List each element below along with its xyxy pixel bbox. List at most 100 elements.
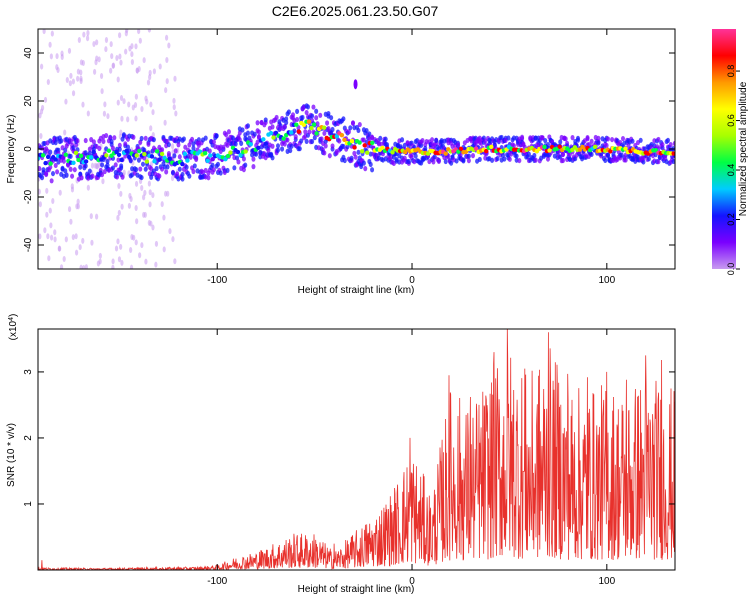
spectrogram-cell: [142, 151, 147, 157]
spectrogram-cell: [301, 122, 307, 127]
spectrogram-cell: [86, 110, 90, 117]
spectrogram-cell: [285, 137, 290, 143]
spectrogram-cell: [357, 121, 362, 128]
spectrogram-cell: [623, 146, 628, 151]
spectrogram-cell: [323, 143, 328, 149]
spectrogram-cell: [154, 261, 158, 268]
spectrogram-cell: [173, 75, 177, 82]
spectrogram-cell: [489, 144, 494, 150]
spectrogram-cell: [49, 53, 53, 60]
spectrogram-cell: [49, 222, 53, 229]
spectrogram-cell: [243, 162, 248, 168]
spectrogram-cell: [90, 239, 94, 246]
spectrogram-cell: [49, 234, 54, 241]
spectrogram-cell: [135, 218, 139, 225]
spectrogram-cell: [306, 119, 312, 124]
spectrogram-cell: [506, 135, 511, 141]
spectrogram-cell: [53, 236, 57, 243]
spectrogram-cell: [109, 67, 113, 74]
spectrogram-cell: [45, 187, 49, 194]
spectrogram-cell: [296, 129, 302, 134]
spectrogram-cell: [545, 156, 550, 162]
spectrogram-cell: [75, 138, 80, 144]
spectrogram-cell: [256, 145, 261, 151]
spectrogram-cell: [295, 116, 300, 123]
spectrogram-cell: [119, 243, 123, 250]
spectrogram-cell: [100, 162, 105, 168]
spectrogram-cell: [327, 153, 332, 159]
spectrogram-cell: [137, 29, 141, 35]
spectrogram-cell: [353, 79, 358, 90]
spectrogram-cell: [116, 152, 122, 157]
colorbar-tick-label: 0.0: [726, 263, 736, 276]
spectrogram-cell: [143, 166, 148, 172]
spectrogram-cell: [288, 147, 293, 154]
spectrogram-cell: [206, 175, 211, 181]
spectrogram-cell: [311, 104, 316, 110]
spectrogram-cell: [109, 41, 113, 48]
spectrogram-cell: [185, 158, 190, 163]
spectrogram-cell: [665, 137, 670, 143]
spectrogram-xlabel: Height of straight line (km): [298, 285, 415, 296]
spectrogram-cell: [40, 104, 45, 111]
spectrogram-cell: [100, 88, 104, 95]
spectrogram-cell: [134, 115, 138, 122]
spectrogram-cell: [136, 157, 141, 163]
spectrogram-cell: [167, 42, 171, 49]
spectrogram-cell: [168, 228, 172, 235]
spectrogram-cell: [116, 214, 120, 221]
spectrogram-cell: [623, 157, 628, 163]
spectrogram-cell: [47, 255, 51, 262]
spectrogram-cell: [430, 137, 435, 143]
spectrogram-cell: [619, 152, 624, 158]
spectrogram-cell: [110, 53, 114, 60]
spectrogram-panel: -100 0 100 -40 -20 0 20 40 Height of straight l…: [6, 28, 676, 296]
spectrogram-cell: [325, 120, 330, 126]
spectrogram-cell: [194, 156, 199, 162]
spectrogram-cell: [130, 233, 134, 240]
spectrogram-cell: [282, 141, 287, 147]
spectrogram-cell: [77, 36, 81, 43]
spectrogram-cell: [91, 149, 96, 155]
spectrogram-cell: [251, 164, 256, 170]
spectrogram-cell: [75, 203, 79, 210]
spectrogram-cell: [274, 114, 279, 121]
spectrogram-cell: [542, 144, 547, 150]
spectrogram-cell: [53, 229, 57, 236]
spectrogram-cell: [118, 53, 122, 60]
spectrogram-cell: [134, 180, 139, 187]
spectrogram-cell: [157, 173, 162, 179]
spectrogram-cell: [138, 252, 142, 259]
spectrogram-cell: [365, 150, 370, 155]
spectrogram-cell: [248, 142, 253, 147]
spectrogram-cell: [211, 139, 216, 145]
spectrogram-cell: [304, 138, 309, 144]
y-tick-label: 1: [23, 501, 34, 507]
spectrogram-cell: [43, 160, 48, 166]
spectrogram-cell: [127, 202, 131, 209]
spectrogram-cell: [105, 162, 110, 168]
spectrogram-cell: [64, 98, 68, 105]
spectrogram-cell: [454, 158, 459, 164]
spectrogram-cell: [208, 153, 213, 158]
spectrogram-cell: [116, 238, 120, 245]
spectrogram-cell: [646, 156, 651, 162]
spectrogram-cell: [78, 164, 83, 170]
spectrogram-cell: [263, 141, 269, 146]
spectrogram-cell: [192, 163, 197, 169]
spectrogram-cell: [620, 135, 625, 142]
spectrogram-cell: [238, 153, 243, 158]
spectrogram-cell: [110, 165, 115, 171]
spectrogram-cell: [148, 189, 152, 196]
spectrogram-cell: [656, 159, 661, 165]
spectrogram-cell: [56, 66, 60, 73]
spectrogram-cell: [91, 139, 96, 145]
spectrogram-cell: [42, 29, 46, 35]
spectrogram-cell: [245, 130, 250, 136]
spectrogram-cell: [361, 160, 366, 166]
spectrogram-cell: [79, 69, 83, 76]
spectrogram-cell: [310, 113, 315, 119]
spectrogram-cell: [131, 134, 136, 140]
spectrogram-cell: [70, 183, 74, 190]
spectrogram-cell: [117, 183, 121, 190]
